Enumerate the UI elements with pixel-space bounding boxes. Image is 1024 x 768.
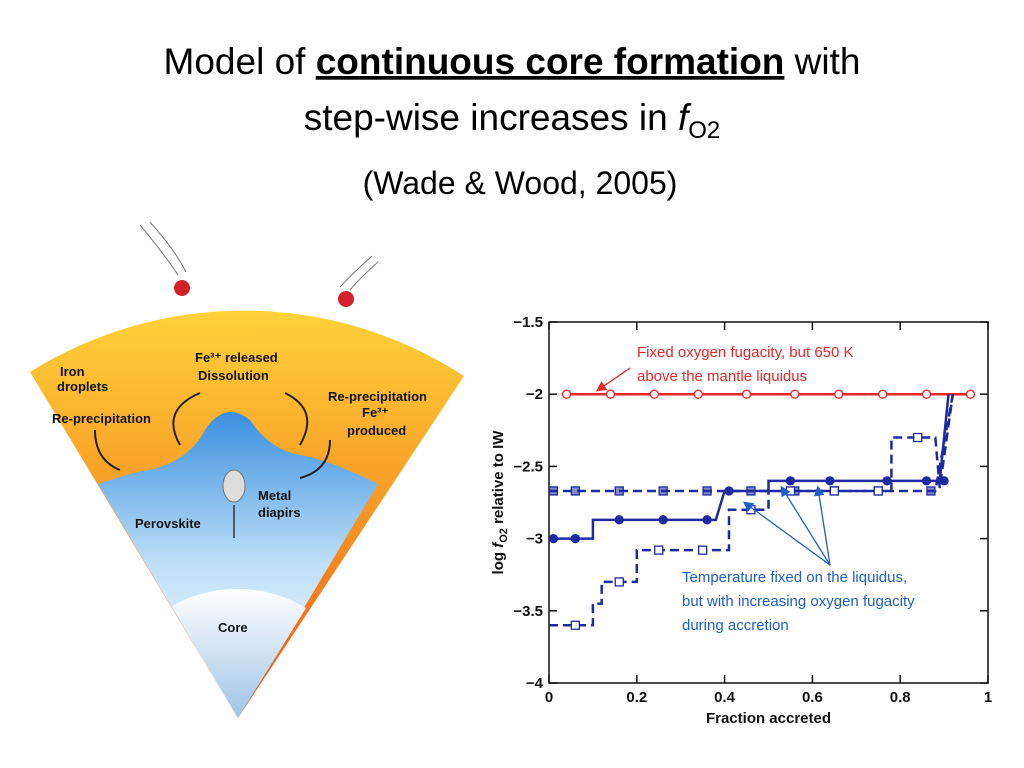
- annotation: Fixed oxygen fugacity, but 650 K: [637, 344, 854, 361]
- title-line-1: Model of continuous core formation with: [164, 41, 861, 82]
- subtitle: (Wade & Wood, 2005): [363, 165, 678, 201]
- meteorite: [338, 291, 354, 307]
- y-axis-label-part: O2: [498, 528, 510, 543]
- marker: [649, 389, 660, 399]
- y-tick-label: −2: [526, 386, 543, 403]
- marker: [965, 389, 976, 399]
- marker: [746, 486, 756, 496]
- flow-arrows: [94, 392, 331, 479]
- x-tick-label: 0.8: [890, 689, 911, 706]
- diagram-label: Metal: [258, 488, 291, 503]
- diagram-label: produced: [347, 423, 406, 438]
- marker: [605, 389, 616, 399]
- marker: [834, 389, 844, 399]
- y-axis-label-part: log: [490, 548, 507, 575]
- core: [172, 588, 306, 718]
- y-tick-label: −3.5: [513, 603, 543, 620]
- marker: [570, 620, 580, 630]
- lower-mantle: [98, 412, 378, 718]
- x-tick-label: 1: [984, 689, 992, 706]
- y-tick-label: −3: [526, 531, 543, 548]
- marker: [877, 389, 888, 399]
- marker: [658, 515, 668, 525]
- diagram-label: Core: [218, 620, 248, 635]
- marker: [882, 476, 892, 486]
- title-line-2: step-wise increases in fO2: [304, 97, 721, 144]
- y-axis-label-part: relative to IW: [490, 430, 507, 528]
- plot-frame: [548, 321, 989, 684]
- marker: [785, 486, 796, 496]
- annotation-arrow: [814, 485, 831, 566]
- diagram-label: Re-precipitation: [328, 389, 427, 404]
- marker: [654, 545, 664, 555]
- marker: [921, 476, 932, 486]
- marker: [570, 533, 580, 544]
- marker: [913, 432, 923, 443]
- annotation-arrow: [780, 485, 831, 566]
- marker: [785, 476, 796, 486]
- trail: [339, 255, 379, 291]
- marker: [570, 486, 580, 496]
- y-axis-label-part: f: [490, 541, 507, 548]
- marker: [702, 486, 712, 496]
- x-axis-label: Fraction accreted: [706, 710, 831, 727]
- diapir: [222, 469, 246, 503]
- diagram-label: diapirs: [258, 505, 301, 520]
- annotation: Temperature fixed on the liquidus,: [682, 569, 907, 586]
- marker: [614, 486, 624, 496]
- diagram-label: Iron: [60, 364, 85, 379]
- y-tick-label: −2.5: [513, 458, 543, 475]
- marker: [873, 486, 883, 496]
- marker: [614, 515, 624, 525]
- marker: [825, 476, 835, 486]
- marker: [693, 389, 703, 399]
- marker: [614, 577, 624, 587]
- marker: [702, 515, 712, 525]
- annotation-arrow: [595, 367, 631, 392]
- annotation: above the mantle liquidus: [637, 368, 807, 385]
- marker: [921, 389, 932, 399]
- marker: [658, 486, 668, 496]
- annotation: but with increasing oxygen fugacity: [682, 593, 915, 610]
- annotation: during accretion: [682, 617, 789, 634]
- marker: [561, 389, 572, 399]
- diagram-label: Re-precipitation: [52, 411, 151, 426]
- marker: [829, 486, 839, 496]
- earth-diagram: Iron droplets Fe³⁺ released Dissolution …: [30, 221, 464, 718]
- x-tick-label: 0.6: [802, 689, 823, 706]
- y-axis-label: log fO2 relative to IW: [490, 430, 510, 575]
- marker: [548, 533, 559, 544]
- marker: [698, 545, 708, 555]
- x-tick-label: 0.2: [626, 689, 647, 706]
- chart: −4 −3.5 −3 −2.5 −2 −1.5 0 0.2 0.4 0.6 0.8 1 Fraction…: [490, 314, 992, 727]
- marker: [790, 389, 800, 399]
- diagram-label: Dissolution: [198, 368, 269, 383]
- y-tick-label: −4: [526, 675, 544, 692]
- series-line: [549, 394, 950, 540]
- diagram-label: Fe³⁺ released: [195, 350, 278, 365]
- marker: [741, 389, 752, 399]
- meteorite: [174, 280, 190, 296]
- diagram-label: Fe³⁺: [362, 405, 389, 420]
- y-tick-label: −1.5: [513, 314, 543, 331]
- x-tick-label: 0.4: [714, 689, 736, 706]
- trail: [139, 221, 187, 276]
- marker: [926, 486, 936, 496]
- annotation-arrow: [742, 501, 831, 566]
- marker: [548, 486, 559, 496]
- diagram-label: Perovskite: [135, 516, 201, 531]
- x-tick-label: 0: [545, 689, 553, 706]
- diagram-label: droplets: [57, 379, 108, 394]
